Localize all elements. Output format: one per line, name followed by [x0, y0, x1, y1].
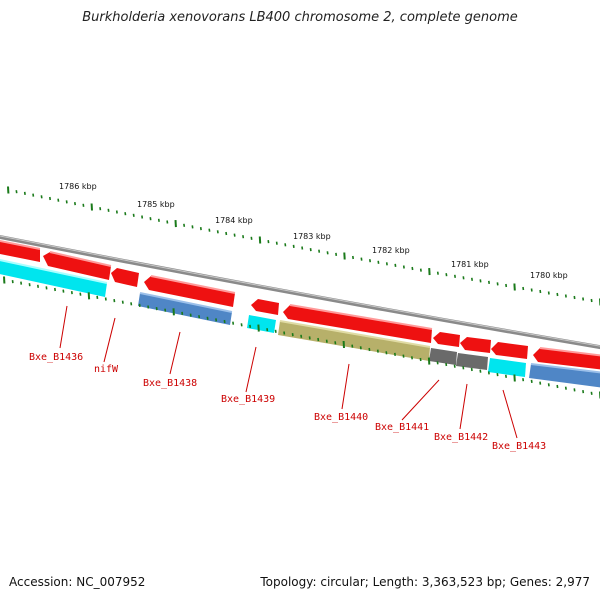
gene-feature[interactable] [247, 315, 276, 333]
kbp-label: 1782 kbp [372, 246, 410, 255]
genome-summary-text: Topology: circular; Length: 3,363,523 bp… [260, 575, 590, 589]
gene-feature[interactable] [433, 332, 460, 347]
label-connectors [59, 305, 518, 439]
kbp-label: 1783 kbp [293, 232, 331, 241]
forward-genes [0, 239, 600, 370]
gene-label: Bxe_B1439 [221, 394, 275, 405]
gene-label: Bxe_B1438 [143, 378, 197, 389]
gene-feature[interactable] [456, 353, 488, 370]
gene-feature[interactable] [491, 342, 528, 359]
gene-label: nifW [94, 364, 119, 375]
gene-feature[interactable] [144, 276, 235, 307]
gene-label: Bxe_B1441 [375, 422, 429, 433]
map-title: Burkholderia xenovorans LB400 chromosome… [82, 10, 518, 25]
kbp-label: 1785 kbp [137, 200, 175, 209]
accession-text: Accession: NC_007952 [9, 575, 146, 589]
gene-feature[interactable] [111, 268, 139, 287]
gene-feature[interactable] [0, 240, 40, 262]
gene-feature[interactable] [138, 293, 232, 325]
gene-feature[interactable] [488, 358, 526, 377]
chromosome-backbone [0, 234, 600, 350]
gene-label: Bxe_B1440 [314, 412, 368, 423]
inner-tick-marks [3, 276, 600, 399]
kbp-label: 1784 kbp [215, 216, 253, 225]
gene-label: Bxe_B1443 [492, 441, 546, 452]
kbp-label: 1781 kbp [451, 260, 489, 269]
gene-feature[interactable] [43, 252, 111, 280]
gene-feature[interactable] [529, 364, 600, 388]
gene-feature[interactable] [283, 305, 432, 343]
gene-feature[interactable] [429, 348, 457, 365]
gene-feature[interactable] [278, 321, 430, 361]
gene-feature[interactable] [460, 337, 491, 353]
gene-feature[interactable] [0, 259, 107, 297]
outer-tick-marks [7, 186, 600, 306]
gene-feature[interactable] [251, 299, 279, 315]
reverse-genes [0, 259, 600, 388]
gene-label: Bxe_B1436 [29, 352, 83, 363]
kbp-label: 1780 kbp [530, 271, 568, 280]
gene-label: Bxe_B1442 [434, 432, 488, 443]
kbp-label: 1786 kbp [59, 182, 97, 191]
